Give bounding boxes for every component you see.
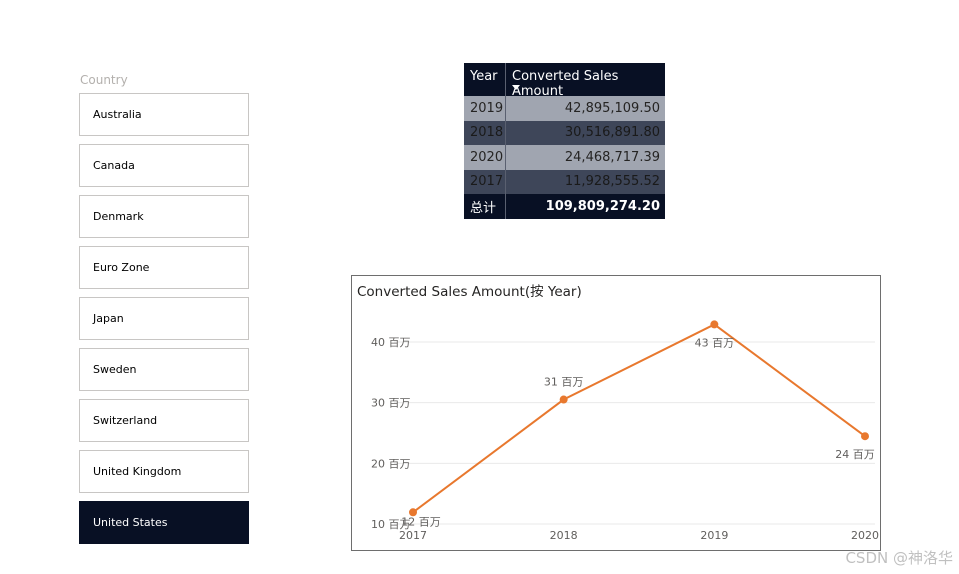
x-tick-label: 2018 [550, 529, 578, 542]
table-row: 2019 42,895,109.50 [464, 96, 665, 121]
slicer-item-switzerland[interactable]: Switzerland [79, 399, 249, 442]
slicer-list: Australia Canada Denmark Euro Zone Japan… [79, 93, 249, 544]
data-point [559, 395, 568, 404]
slicer-item-sweden[interactable]: Sweden [79, 348, 249, 391]
cell-amount: 11,928,555.52 [564, 174, 660, 190]
column-header-amount-label: Converted Sales Amount [512, 69, 619, 99]
line-chart[interactable]: Converted Sales Amount(按 Year) 10 百万 20 百… [351, 275, 881, 551]
data-point [409, 508, 417, 517]
chart-title: Converted Sales Amount(按 Year) [357, 284, 582, 300]
table-total-row: 总计 109,809,274.20 [464, 194, 665, 219]
total-amount: 109,809,274.20 [545, 199, 660, 214]
cell-amount: 24,468,717.39 [564, 149, 660, 165]
x-tick-label: 2017 [399, 529, 427, 542]
data-label: 43 百万 [695, 336, 735, 349]
slicer-item-canada[interactable]: Canada [79, 144, 249, 187]
y-tick-label: 30 百万 [371, 397, 411, 410]
cell-amount: 42,895,109.50 [564, 100, 660, 116]
y-tick-label: 20 百万 [371, 457, 411, 470]
total-label: 总计 [464, 194, 506, 219]
cell-year: 2018 [464, 120, 506, 145]
cell-year: 2019 [464, 96, 506, 121]
table-header: Year Converted Sales Amount [464, 63, 665, 99]
slicer-item-label: Canada [93, 159, 135, 172]
slicer-item-label: United States [93, 516, 168, 529]
cell-year: 2017 [464, 169, 506, 194]
slicer-item-label: Japan [93, 312, 124, 325]
y-tick-label: 40 百万 [371, 336, 411, 349]
sales-table: Year Converted Sales Amount 2019 42,895,… [464, 63, 665, 219]
slicer-item-label: Sweden [93, 363, 137, 376]
slicer-item-denmark[interactable]: Denmark [79, 195, 249, 238]
slicer-item-label: Euro Zone [93, 261, 150, 274]
watermark: CSDN @神洛华 [845, 549, 953, 567]
data-label: 31 百万 [544, 376, 584, 389]
chart-plot: 10 百万 20 百万 30 百万 40 百万 2017 2018 2019 2020 12 百… [371, 320, 879, 542]
x-tick-label: 2019 [700, 529, 728, 542]
data-label: 24 百万 [835, 448, 875, 461]
data-point [710, 320, 719, 329]
x-tick-label: 2020 [851, 529, 879, 542]
table-row: 2020 24,468,717.39 [464, 145, 665, 170]
slicer-item-label: United Kingdom [93, 465, 182, 478]
cell-year: 2020 [464, 145, 506, 170]
slicer-item-japan[interactable]: Japan [79, 297, 249, 340]
slicer-item-label: Australia [93, 108, 142, 121]
slicer-item-label: Switzerland [93, 414, 158, 427]
data-point [861, 432, 869, 441]
data-label: 12 百万 [401, 515, 441, 528]
cell-amount: 30,516,891.80 [564, 125, 660, 141]
slicer-item-euro-zone[interactable]: Euro Zone [79, 246, 249, 289]
slicer-title: Country [80, 73, 128, 87]
column-header-amount[interactable]: Converted Sales Amount [506, 63, 665, 99]
series-line [412, 323, 866, 514]
y-tick-label: 10 百万 [371, 518, 411, 531]
table-row: 2017 11,928,555.52 [464, 169, 665, 194]
slicer-item-united-kingdom[interactable]: United Kingdom [79, 450, 249, 493]
column-header-year[interactable]: Year [464, 63, 506, 96]
sort-descending-icon[interactable] [512, 85, 520, 90]
slicer-item-label: Denmark [93, 210, 144, 223]
table-row: 2018 30,516,891.80 [464, 120, 665, 145]
slicer-item-united-states[interactable]: United States [79, 501, 249, 544]
slicer-item-australia[interactable]: Australia [79, 93, 249, 136]
